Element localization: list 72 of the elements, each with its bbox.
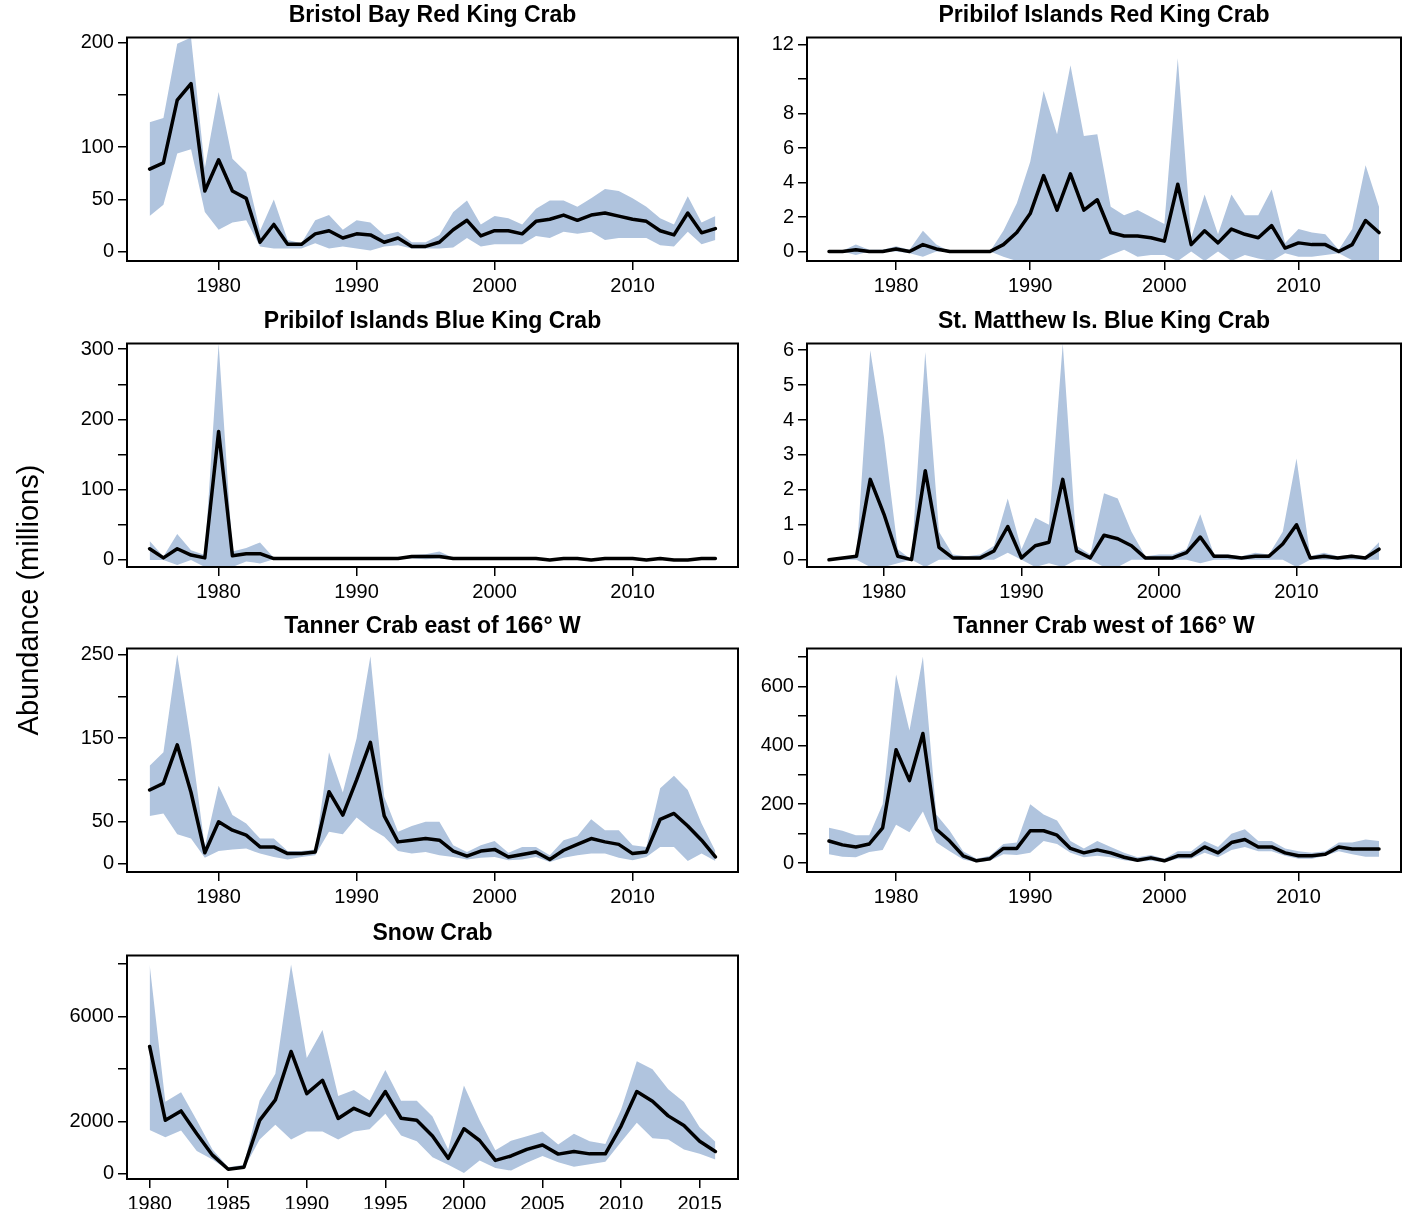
y-tick-label: 50 xyxy=(91,186,114,209)
x-tick-label: 2000 xyxy=(472,273,517,296)
x-tick-label: 1990 xyxy=(999,579,1044,602)
y-tick-label: 5 xyxy=(782,372,794,395)
chart-title: Snow Crab xyxy=(372,919,493,946)
y-tick-label: 0 xyxy=(102,851,114,874)
x-tick-label: 1980 xyxy=(861,579,907,602)
x-tick-label: 1990 xyxy=(334,579,379,602)
y-tick-label: 1 xyxy=(782,512,794,535)
y-tick-label: 8 xyxy=(782,101,794,124)
y-tick-label: 150 xyxy=(80,725,114,748)
y-tick-label: 200 xyxy=(80,406,114,429)
x-tick-label: 2000 xyxy=(472,884,517,907)
x-tick-label: 2005 xyxy=(520,1191,565,1209)
y-tick-label: 0 xyxy=(102,1161,114,1184)
x-tick-label: 2010 xyxy=(1276,273,1321,296)
y-tick-label: 6 xyxy=(782,135,794,158)
x-tick-label: 2000 xyxy=(472,579,517,602)
y-tick-label: 2 xyxy=(782,477,794,500)
x-tick-label: 1980 xyxy=(127,1191,172,1209)
y-tick-label: 100 xyxy=(80,134,114,157)
x-tick-label: 1980 xyxy=(873,273,919,296)
y-tick-label: 200 xyxy=(760,791,794,814)
y-tick-label: 0 xyxy=(782,239,794,262)
x-tick-label: 1990 xyxy=(1007,884,1053,907)
x-tick-label: 2010 xyxy=(598,1191,644,1209)
chart-title: Pribilof Islands Red King Crab xyxy=(938,1,1270,28)
x-tick-label: 2000 xyxy=(1142,273,1187,296)
x-tick-label: 2010 xyxy=(610,579,655,602)
y-tick-label: 0 xyxy=(102,239,114,262)
y-tick-label: 12 xyxy=(771,32,794,55)
x-tick-label: 2010 xyxy=(610,273,655,296)
y-tick-label: 300 xyxy=(80,336,114,359)
x-tick-label: 2010 xyxy=(1274,579,1319,602)
y-tick-label: 0 xyxy=(102,547,114,570)
y-tick-label: 4 xyxy=(782,407,794,430)
y-tick-label: 2 xyxy=(782,204,794,227)
x-tick-label: 2000 xyxy=(441,1191,487,1209)
y-tick-label: 4 xyxy=(782,170,794,193)
x-tick-label: 2000 xyxy=(1142,884,1187,907)
chart-title: Bristol Bay Red King Crab xyxy=(288,1,577,28)
x-tick-label: 1990 xyxy=(334,273,379,296)
x-tick-label: 2015 xyxy=(677,1191,722,1209)
x-tick-label: 1985 xyxy=(205,1191,251,1209)
x-tick-label: 1990 xyxy=(284,1191,330,1209)
y-tick-label: 3 xyxy=(782,442,794,465)
chart-title: Pribilof Islands Blue King Crab xyxy=(263,307,602,334)
x-tick-label: 1980 xyxy=(873,884,919,907)
y-tick-label: 100 xyxy=(80,477,114,500)
y-tick-label: 600 xyxy=(760,673,794,696)
y-tick-label: 0 xyxy=(782,547,794,570)
y-axis-title: Abundance (millions) xyxy=(11,464,45,736)
x-tick-label: 2010 xyxy=(1276,884,1321,907)
x-tick-label: 1980 xyxy=(196,273,241,296)
y-tick-label: 200 xyxy=(80,30,114,53)
x-tick-label: 2000 xyxy=(1136,579,1182,602)
chart-title: St. Matthew Is. Blue King Crab xyxy=(937,307,1271,334)
y-tick-label: 6 xyxy=(782,337,794,360)
y-tick-label: 6000 xyxy=(69,1004,114,1027)
x-tick-label: 1995 xyxy=(363,1191,408,1209)
y-tick-label: 2000 xyxy=(69,1108,114,1131)
x-tick-label: 1980 xyxy=(196,884,241,907)
y-tick-label: 250 xyxy=(80,641,114,664)
y-tick-label: 0 xyxy=(782,850,794,873)
y-tick-label: 400 xyxy=(760,732,794,755)
x-tick-label: 1990 xyxy=(1007,273,1053,296)
chart-title: Tanner Crab west of 166° W xyxy=(953,612,1256,639)
x-tick-label: 2010 xyxy=(610,884,655,907)
x-tick-label: 1980 xyxy=(196,579,241,602)
chart-title: Tanner Crab east of 166° W xyxy=(284,612,581,639)
y-tick-label: 50 xyxy=(91,809,114,832)
x-tick-label: 1990 xyxy=(334,884,379,907)
